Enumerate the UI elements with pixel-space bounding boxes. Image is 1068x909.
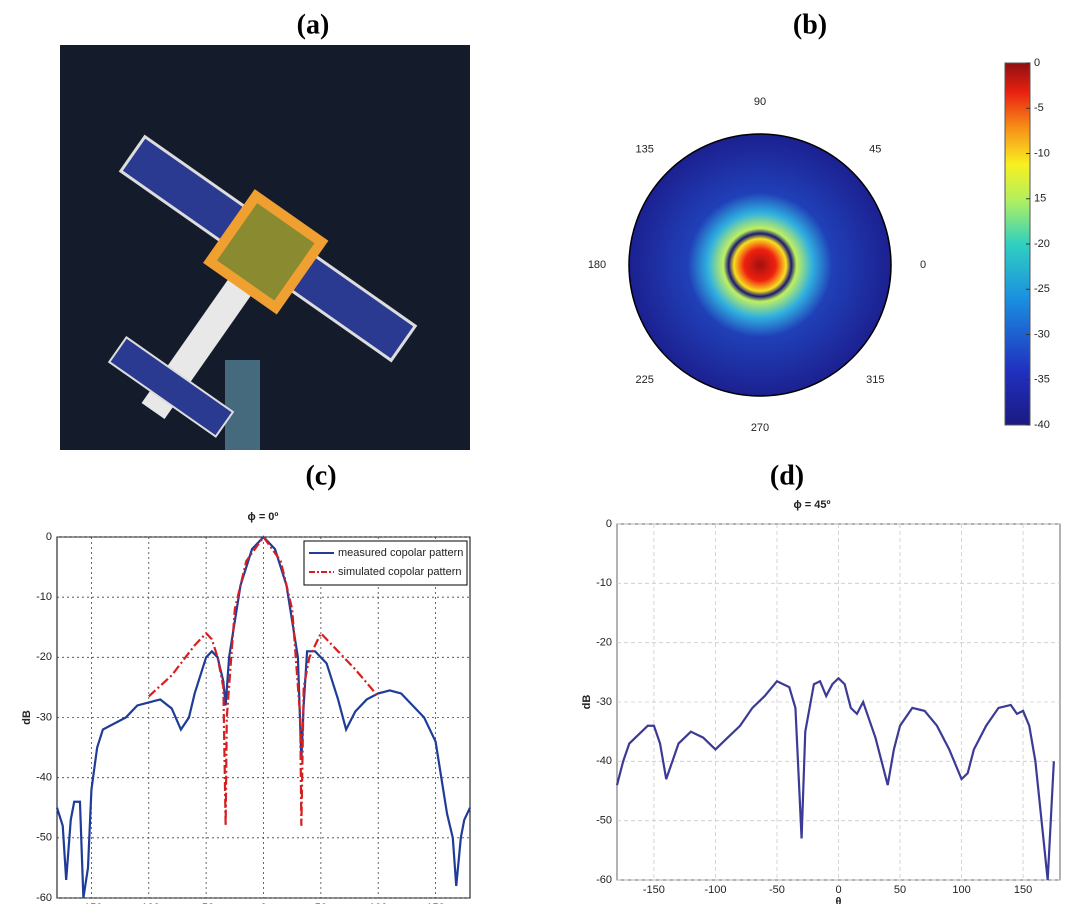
- y-tick-label: -10: [36, 591, 52, 603]
- angle-label: 225: [636, 374, 654, 386]
- photo: [19, 45, 470, 506]
- chart-title: ϕ = 45º: [793, 499, 830, 511]
- y-tick-label: -40: [596, 755, 612, 767]
- polar-disc: [629, 134, 891, 396]
- colorbar-tick-label: -30: [1034, 328, 1050, 340]
- y-tick-label: -60: [596, 874, 612, 886]
- chart-title: ϕ = 0º: [248, 511, 279, 523]
- y-tick-label: -20: [36, 651, 52, 663]
- colorbar-tick-label: 15: [1034, 193, 1046, 205]
- y-tick-label: -40: [36, 772, 52, 784]
- y-tick-label: 0: [46, 531, 52, 543]
- angle-label: 135: [636, 144, 654, 156]
- colorbar-tick-label: -35: [1034, 374, 1050, 386]
- x-tick-label: 100: [952, 884, 970, 896]
- legend-label: measured copolar pattern: [338, 547, 463, 559]
- panel-label: (a): [297, 9, 330, 40]
- angle-label: 0: [920, 259, 926, 271]
- angle-label: 315: [866, 374, 884, 386]
- y-tick-label: -10: [596, 577, 612, 589]
- x-tick-label: -150: [643, 884, 665, 896]
- y-axis-label: dB: [581, 695, 593, 710]
- y-tick-label: 0: [606, 518, 612, 530]
- colorbar-tick-label: -5: [1034, 102, 1044, 114]
- y-tick-label: -50: [36, 832, 52, 844]
- colorbar-tick-label: -25: [1034, 283, 1050, 295]
- x-tick-label: 0: [835, 884, 841, 896]
- colorbar-tick-label: -20: [1034, 238, 1050, 250]
- panel-label: (c): [305, 460, 336, 491]
- y-axis-label: dB: [21, 710, 33, 725]
- y-tick-label: -30: [36, 711, 52, 723]
- x-axis-label: θ: [836, 896, 842, 904]
- colorbar-tick-label: -10: [1034, 147, 1050, 159]
- panel-label: (d): [770, 460, 804, 491]
- x-tick-label: 50: [894, 884, 906, 896]
- x-tick-label: 150: [1014, 884, 1032, 896]
- figure: (a) (b) (c) (d) 0 45 90 135 180 225 270 315 0 -5 -…: [0, 0, 1068, 904]
- angle-label: 180: [588, 259, 606, 271]
- angle-label: 45: [869, 144, 881, 156]
- y-tick-label: -30: [596, 696, 612, 708]
- x-tick-label: -100: [704, 884, 726, 896]
- y-tick-label: -60: [36, 892, 52, 904]
- panel-label: (b): [793, 9, 827, 40]
- angle-label: 90: [754, 96, 766, 108]
- x-tick-label: -50: [769, 884, 785, 896]
- legend-label: simulated copolar pattern: [338, 566, 462, 578]
- colorbar-tick-label: -40: [1034, 419, 1050, 431]
- y-tick-label: -50: [596, 815, 612, 827]
- y-tick-label: -20: [596, 637, 612, 649]
- colorbar-tick-label: 0: [1034, 57, 1040, 69]
- angle-label: 270: [751, 422, 769, 434]
